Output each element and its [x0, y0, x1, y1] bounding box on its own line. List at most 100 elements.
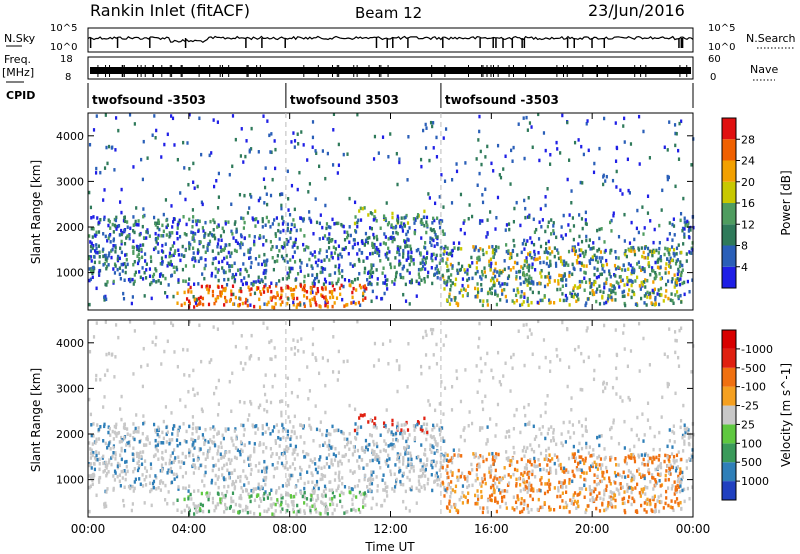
velocity-cell [92, 472, 95, 477]
power-cell [315, 151, 318, 156]
velocity-cell [394, 481, 398, 486]
power-cell [494, 261, 497, 266]
power-cell [561, 262, 564, 266]
power-cell [375, 295, 378, 300]
velocity-cell [119, 453, 122, 458]
velocity-cell [202, 509, 205, 514]
velocity-cell [481, 510, 485, 515]
power-cell [342, 152, 345, 157]
velocity-cell [259, 496, 262, 501]
power-cell [264, 223, 267, 227]
power-cell [292, 218, 295, 222]
power-cell [523, 247, 526, 251]
velocity-cell [241, 449, 244, 454]
power-cell [450, 201, 454, 205]
power-cell [449, 284, 453, 288]
velocity-cell [150, 503, 153, 508]
power-cell [348, 225, 351, 229]
power-cell [623, 212, 626, 217]
power-cell [686, 219, 689, 224]
power-cell [257, 198, 260, 203]
power-cell [102, 232, 105, 236]
velocity-cell [332, 319, 336, 324]
velocity-cell [196, 505, 199, 509]
velocity-cell [512, 472, 515, 477]
velocity-cell [658, 499, 661, 504]
velocity-cell [358, 478, 361, 483]
power-cell [327, 246, 331, 250]
velocity-cell [118, 407, 122, 411]
power-cell [89, 244, 93, 249]
power-cell [523, 292, 526, 296]
velocity-cell [192, 440, 195, 445]
power-cell [234, 220, 237, 224]
velocity-cell [548, 505, 551, 509]
power-cell [207, 233, 210, 237]
velocity-cell [265, 422, 268, 427]
velocity-cell [672, 431, 676, 435]
velocity-cell [663, 459, 666, 464]
velocity-cell [547, 458, 550, 462]
velocity-cell [409, 462, 412, 466]
velocity-cell [291, 495, 295, 499]
velocity-cell [646, 453, 650, 458]
power-cell [263, 284, 266, 289]
power-cell [230, 202, 233, 207]
velocity-cell [138, 477, 141, 481]
power-cell [233, 261, 236, 266]
velocity-cell [103, 468, 106, 473]
power-cell [239, 154, 243, 158]
power-cell [501, 269, 504, 274]
power-cell [240, 278, 243, 283]
velocity-cell [194, 439, 197, 443]
power-cell [560, 277, 563, 282]
velocity-cell [578, 467, 581, 472]
power-cell [168, 231, 171, 235]
velocity-cell [498, 488, 501, 492]
power-cell [391, 239, 394, 244]
power-cell [383, 281, 386, 285]
velocity-cell [674, 350, 677, 355]
power-cell [677, 157, 681, 161]
velocity-cell [331, 511, 334, 516]
velocity-cell [184, 404, 187, 409]
power-cell [424, 246, 427, 250]
power-cell [306, 158, 309, 162]
velocity-cell [280, 410, 283, 415]
velocity-cell [179, 465, 182, 470]
power-cell [406, 237, 409, 241]
velocity-cell [250, 402, 253, 406]
power-cell [167, 261, 170, 266]
velocity-cell [592, 448, 595, 452]
power-cell [636, 275, 639, 280]
velocity-cell [504, 435, 507, 439]
power-cell [112, 238, 115, 243]
velocity-cell [468, 410, 471, 414]
power-cell [482, 252, 485, 257]
velocity-cell [668, 439, 671, 443]
velocity-cell [436, 475, 440, 479]
velocity-cell [248, 355, 251, 359]
velocity-cell [103, 502, 106, 506]
velocity-cell [662, 506, 665, 510]
velocity-cell [407, 460, 410, 464]
power-cell [685, 252, 688, 256]
velocity-cell [216, 327, 219, 331]
power-cell [443, 287, 446, 291]
velocity-cell [592, 453, 595, 457]
power-cell [601, 294, 604, 299]
velocity-cell [191, 415, 195, 419]
power-cell [498, 281, 501, 285]
power-cell [665, 262, 668, 266]
velocity-cell [618, 473, 621, 478]
power-cell [653, 287, 657, 292]
velocity-cell [120, 394, 123, 399]
power-cell [290, 293, 293, 297]
velocity-cell [249, 454, 252, 458]
velocity-cell [276, 500, 279, 504]
velocity-cell [583, 477, 586, 482]
velocity-cell [288, 476, 292, 481]
velocity-cell [223, 463, 226, 468]
power-cell [538, 281, 541, 285]
power-cell [454, 296, 457, 300]
